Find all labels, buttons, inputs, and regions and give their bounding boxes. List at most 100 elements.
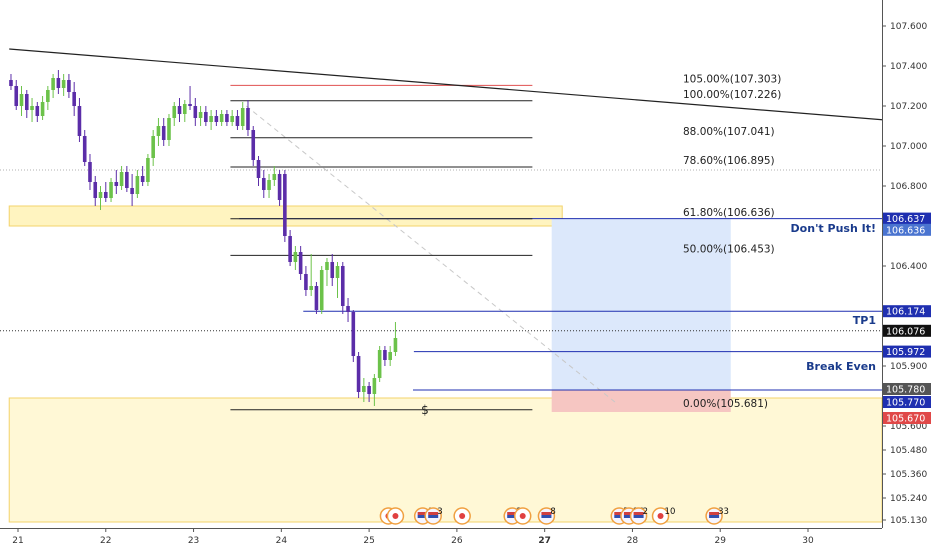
candle-0[interactable] [9,80,13,86]
candle-37[interactable] [204,112,208,122]
candle-26[interactable] [146,158,150,182]
price-tag-3[interactable] [883,324,931,337]
candle-20[interactable] [114,182,119,186]
candle-33[interactable] [182,104,187,114]
candle-70[interactable] [377,350,382,378]
candle-72[interactable] [388,352,392,360]
candle-12[interactable] [72,92,76,106]
price-tag-4[interactable] [883,345,931,358]
candle-4[interactable] [30,106,34,110]
candle-22[interactable] [125,172,129,188]
candle-52[interactable] [283,174,287,236]
candle-2[interactable] [19,94,24,106]
candle-63[interactable] [340,266,345,306]
candle-73[interactable] [393,338,398,352]
candle-45[interactable] [246,108,250,130]
price-tick-label-2: 107.200 [890,102,927,112]
candle-36[interactable] [198,112,203,118]
candle-29[interactable] [161,126,166,140]
candle-54[interactable] [293,252,298,262]
price-tag-label-0: 106.637 [886,214,925,225]
price-tick-label-6: 105.900 [890,362,927,372]
candle-56[interactable] [304,274,308,290]
candle-38[interactable] [209,116,213,122]
candle-69[interactable] [372,378,377,394]
candle-71[interactable] [383,350,387,360]
candle-50[interactable] [272,174,277,180]
candle-24[interactable] [135,176,140,194]
candle-14[interactable] [82,136,87,162]
candle-53[interactable] [288,236,292,262]
event-flag-stripe2-10 [633,515,644,518]
candle-64[interactable] [346,306,350,312]
price-tag-5[interactable] [883,383,931,395]
candle-6[interactable] [40,102,45,116]
candle-43[interactable] [235,116,240,126]
candle-39[interactable] [214,116,219,122]
candle-47[interactable] [256,160,261,178]
candle-61[interactable] [330,262,335,278]
candle-9[interactable] [56,78,61,88]
candle-66[interactable] [356,356,361,392]
candle-16[interactable] [93,182,98,198]
candle-58[interactable] [314,286,319,310]
position-profit-zone[interactable] [551,218,731,390]
candle-44[interactable] [240,108,245,126]
price-tag-6[interactable] [883,396,931,408]
candle-30[interactable] [167,118,171,140]
event-flag-stripe2-7 [541,515,552,518]
candle-42[interactable] [230,116,234,122]
candle-3[interactable] [24,94,29,110]
candle-32[interactable] [177,106,182,114]
price-tag-0[interactable] [883,212,931,225]
candle-57[interactable] [309,286,313,290]
candle-40[interactable] [219,114,224,122]
time-tick-label-5: 26 [451,536,463,546]
candle-18[interactable] [103,192,108,198]
candle-15[interactable] [88,162,92,182]
candle-28[interactable] [156,126,161,136]
candle-13[interactable] [77,106,82,136]
event-marker-dot-4 [459,513,466,519]
candle-25[interactable] [140,176,145,182]
candle-68[interactable] [367,386,371,394]
position-loss-zone[interactable] [551,390,731,412]
event-flag-stripe2-2 [417,515,428,518]
candle-8[interactable] [51,78,55,90]
price-tag-label-4: 105.972 [886,347,925,358]
candle-23[interactable] [130,188,134,194]
candle-17[interactable] [98,192,103,198]
candle-34[interactable] [188,104,192,106]
candle-51[interactable] [277,174,282,200]
candle-46[interactable] [251,130,256,160]
candle-21[interactable] [119,172,124,186]
candle-41[interactable] [225,114,229,122]
candle-55[interactable] [298,252,303,274]
candle-48[interactable] [261,178,266,190]
candle-59[interactable] [319,270,324,310]
candle-11[interactable] [67,80,71,92]
candle-19[interactable] [109,182,113,198]
annotation-2: Break Even [806,360,876,373]
time-tick-label-4: 25 [363,536,374,546]
trend-line[interactable] [9,48,910,123]
event-flag-stripe-12 [709,512,720,515]
price-tag-7[interactable] [883,412,931,424]
candle-60[interactable] [325,262,329,270]
candle-67[interactable] [362,386,366,392]
candle-31[interactable] [172,106,177,118]
candle-65[interactable] [351,312,356,356]
candle-10[interactable] [61,80,66,88]
candle-35[interactable] [193,106,198,118]
price-tag-1[interactable] [883,223,931,236]
event-count-11: 10 [665,507,676,517]
candle-62[interactable] [335,266,340,278]
candle-1[interactable] [14,86,19,106]
candle-7[interactable] [46,90,50,102]
candle-49[interactable] [267,180,271,190]
price-tag-label-6: 105.770 [886,398,925,409]
price-tag-2[interactable] [883,305,931,318]
candle-5[interactable] [35,106,40,116]
candle-27[interactable] [151,136,155,158]
